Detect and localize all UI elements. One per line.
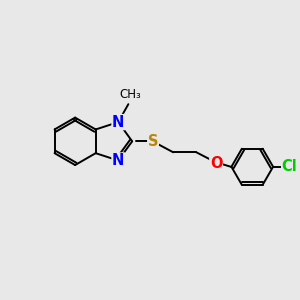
Text: N: N — [112, 115, 124, 130]
Text: O: O — [210, 156, 222, 171]
Text: Cl: Cl — [282, 159, 298, 174]
Text: CH₃: CH₃ — [119, 88, 141, 101]
Text: N: N — [112, 153, 124, 168]
Text: S: S — [148, 134, 158, 149]
